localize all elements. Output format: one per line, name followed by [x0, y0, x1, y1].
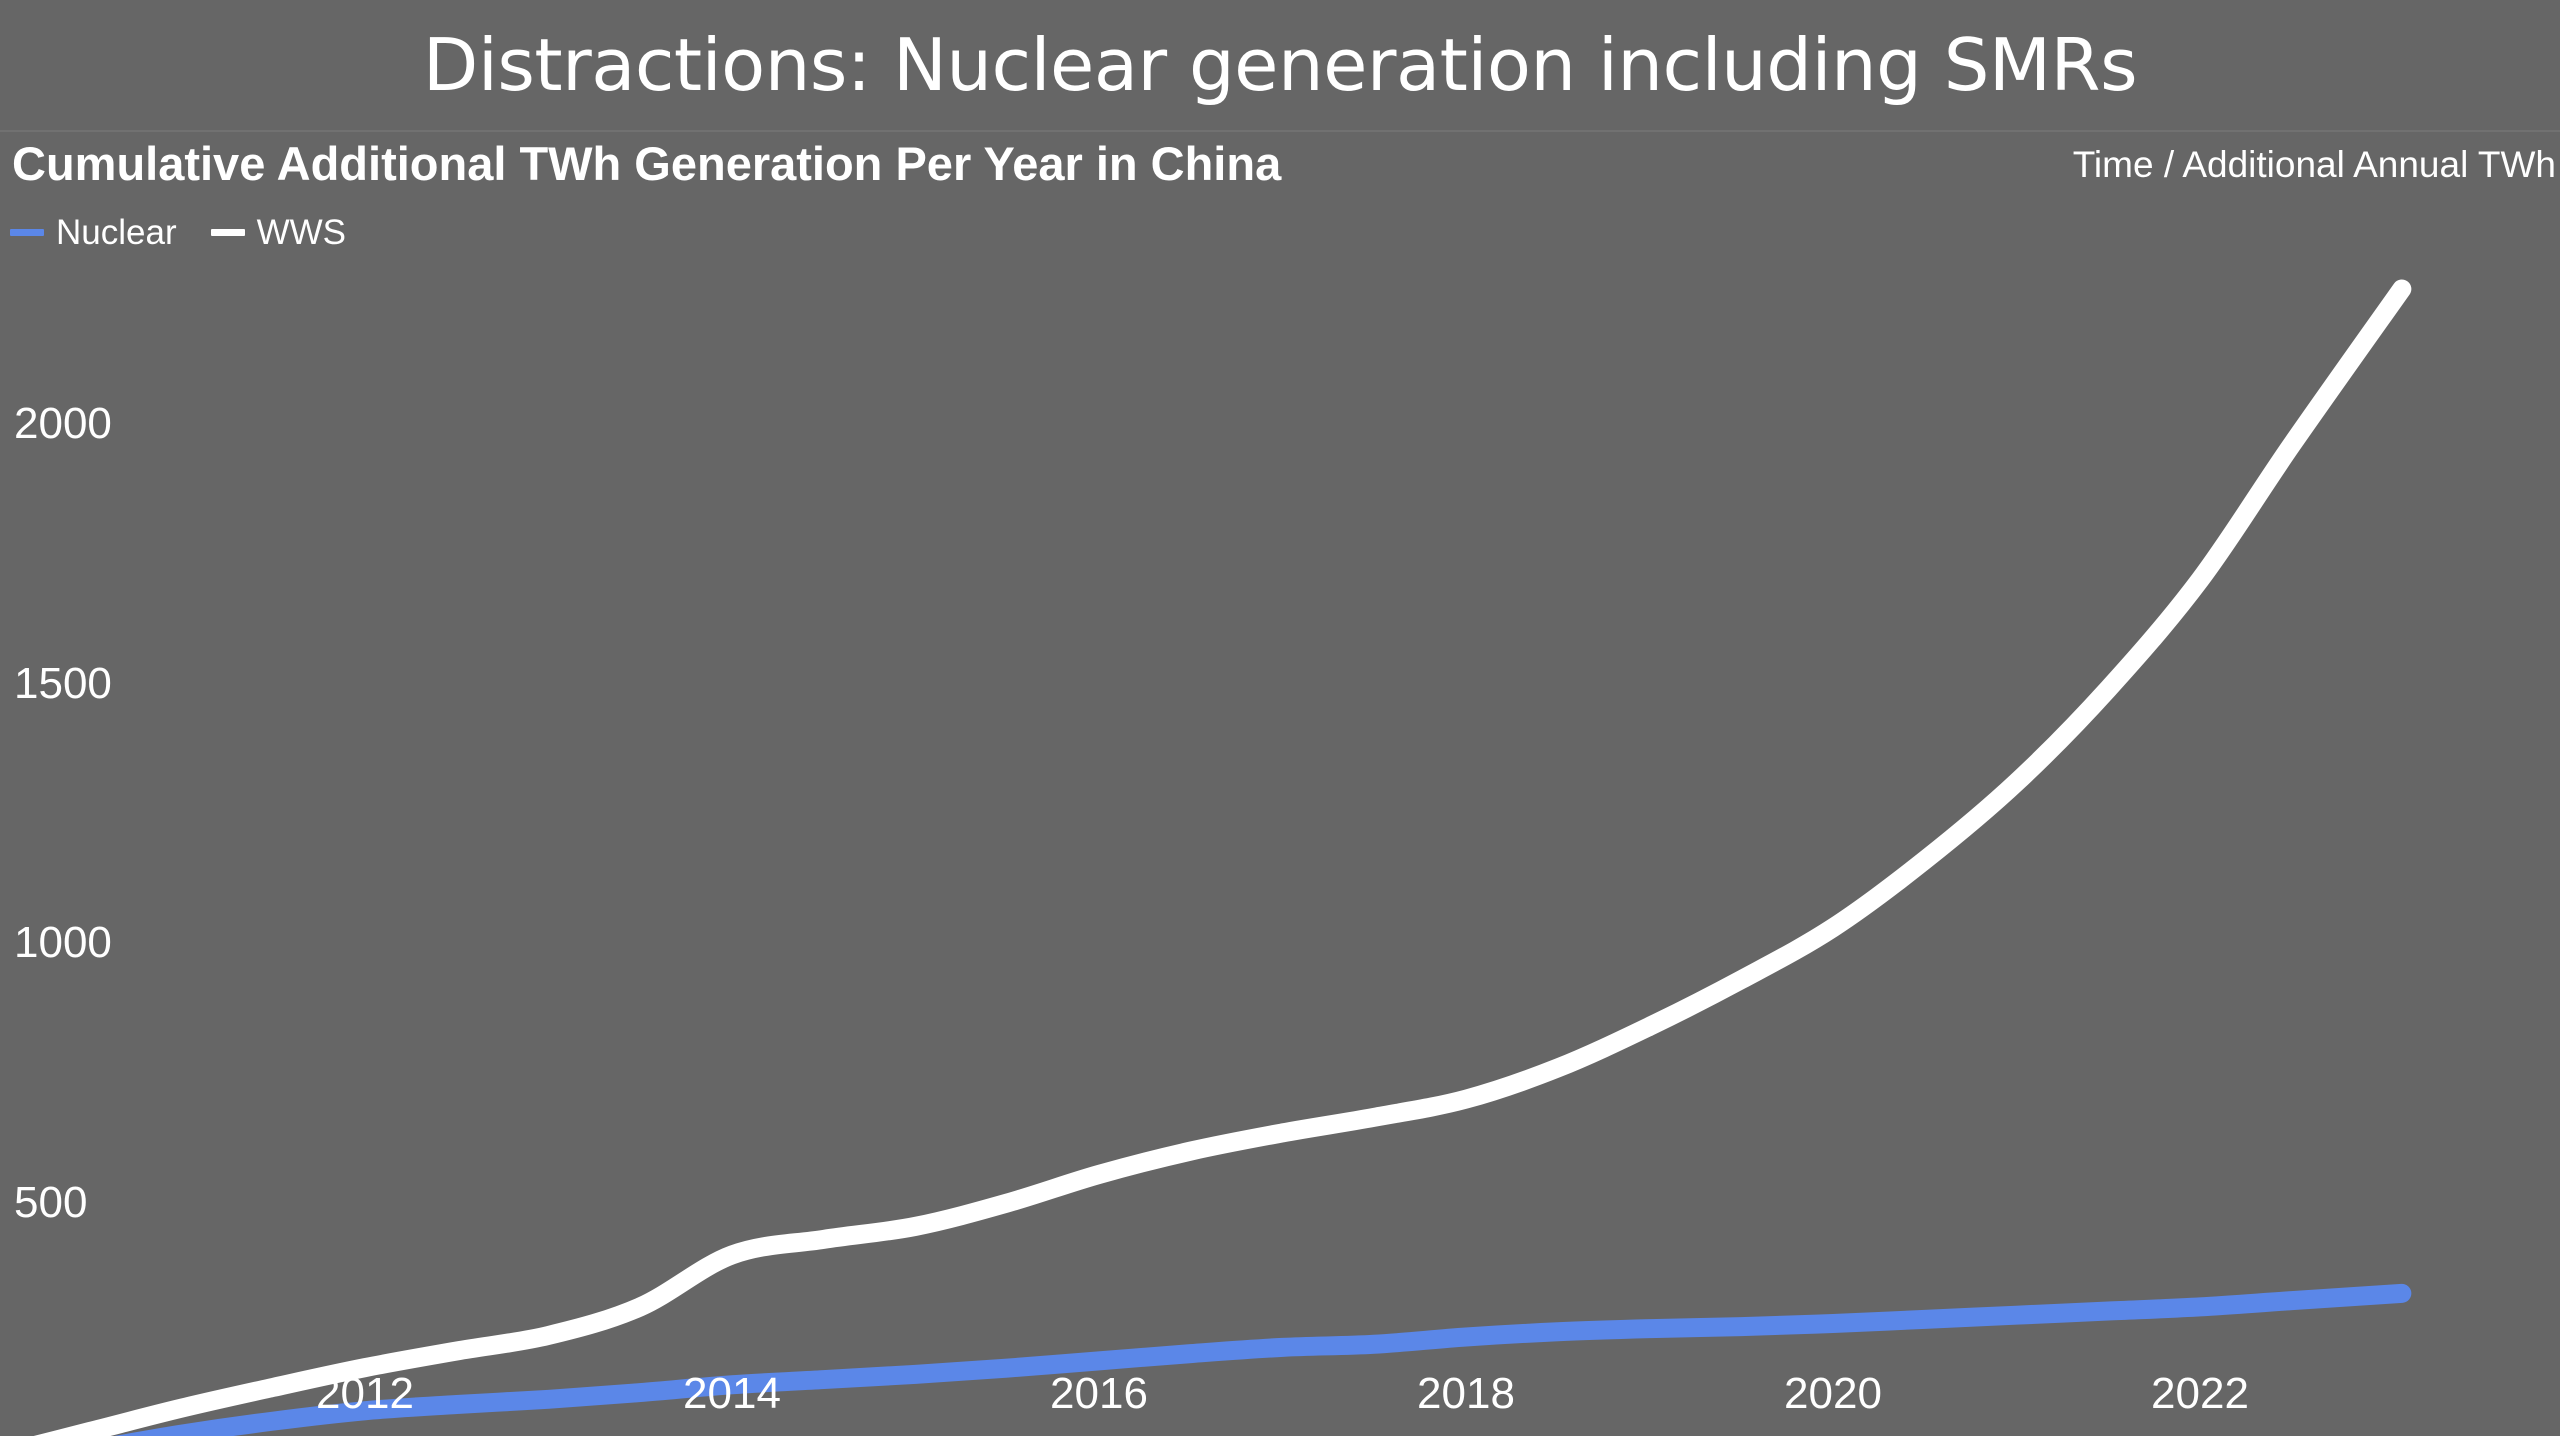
x-axis-tick-2018: 2018 — [1417, 1369, 1515, 1418]
legend-label-wws: WWS — [256, 212, 347, 252]
legend-item-wws[interactable]: WWS — [210, 212, 347, 252]
legend-swatch-nuclear — [10, 228, 44, 236]
page-title: Distractions: Nuclear generation includi… — [422, 23, 2138, 107]
y-axis-tick-1000: 1000 — [14, 918, 112, 968]
title-bar: Distractions: Nuclear generation includi… — [0, 0, 2560, 132]
x-axis-tick-2022: 2022 — [2151, 1369, 2249, 1418]
legend-swatch-wws — [210, 228, 245, 236]
legend-label-nuclear: Nuclear — [56, 212, 177, 252]
y-axis-tick-2000: 2000 — [14, 399, 112, 448]
x-axis-tick-2012: 2012 — [316, 1369, 414, 1418]
chart-subtitle: Cumulative Additional TWh Generation Per… — [12, 137, 1282, 190]
x-axis-tick-2016: 2016 — [1050, 1369, 1148, 1418]
chart-legend: Nuclear WWS — [10, 212, 346, 252]
x-axis-tick-2014: 2014 — [683, 1369, 781, 1418]
axis-caption: Time / Additional Annual TWh — [2072, 144, 2556, 185]
y-axis-tick-1500: 1500 — [14, 658, 112, 708]
x-axis-tick-2020: 2020 — [1784, 1369, 1882, 1418]
y-axis-tick-500: 500 — [14, 1178, 88, 1227]
series-line-wws — [33, 279, 2412, 1436]
series-line-nuclear — [114, 1283, 2412, 1436]
legend-item-nuclear[interactable]: Nuclear — [10, 215, 177, 250]
